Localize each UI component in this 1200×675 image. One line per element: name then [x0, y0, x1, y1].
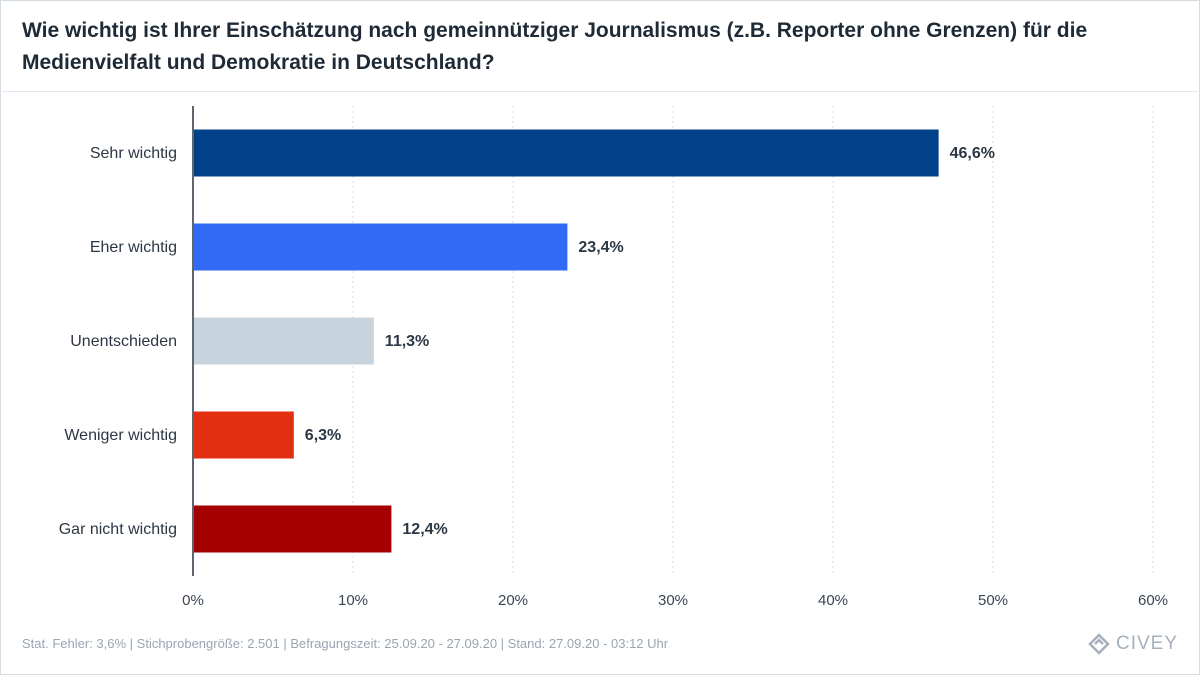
bar — [194, 317, 374, 365]
x-tick-label: 60% — [1138, 592, 1168, 609]
brand-name: CIVEY — [1115, 633, 1178, 654]
bar-chart: 0% 10% 20% 30% 40% 50% 60% Sehr wichtig 46,6% Ehe… — [59, 106, 1168, 609]
civey-logo-icon — [1088, 633, 1110, 655]
category-label: Weniger wichtig — [64, 427, 177, 444]
x-tick-label: 40% — [818, 592, 848, 609]
data-label: 6,3% — [305, 427, 341, 444]
data-label: 12,4% — [402, 521, 447, 538]
x-tick-label: 10% — [338, 592, 368, 609]
bar — [194, 505, 392, 553]
x-tick-label: 20% — [498, 592, 528, 609]
category-label: Gar nicht wichtig — [59, 521, 177, 538]
data-label: 46,6% — [950, 145, 995, 162]
survey-footnote: Stat. Fehler: 3,6% | Stichprobengröße: 2… — [22, 636, 669, 651]
data-label: 11,3% — [385, 333, 429, 350]
bar — [194, 223, 568, 271]
bar — [194, 129, 939, 177]
x-tick-label: 30% — [658, 592, 688, 609]
category-label: Unentschieden — [70, 333, 177, 350]
data-label: 23,4% — [578, 239, 623, 256]
x-tick-label: 0% — [182, 592, 204, 609]
x-tick-label: 50% — [978, 592, 1008, 609]
chart-title: Wie wichtig ist Ihrer Einschätzung nach … — [22, 19, 1088, 74]
brand-logo: CIVEY — [1088, 633, 1178, 655]
bar — [194, 411, 294, 459]
title-divider — [0, 91, 1200, 92]
category-label: Eher wichtig — [90, 239, 177, 256]
category-label: Sehr wichtig — [90, 145, 177, 162]
